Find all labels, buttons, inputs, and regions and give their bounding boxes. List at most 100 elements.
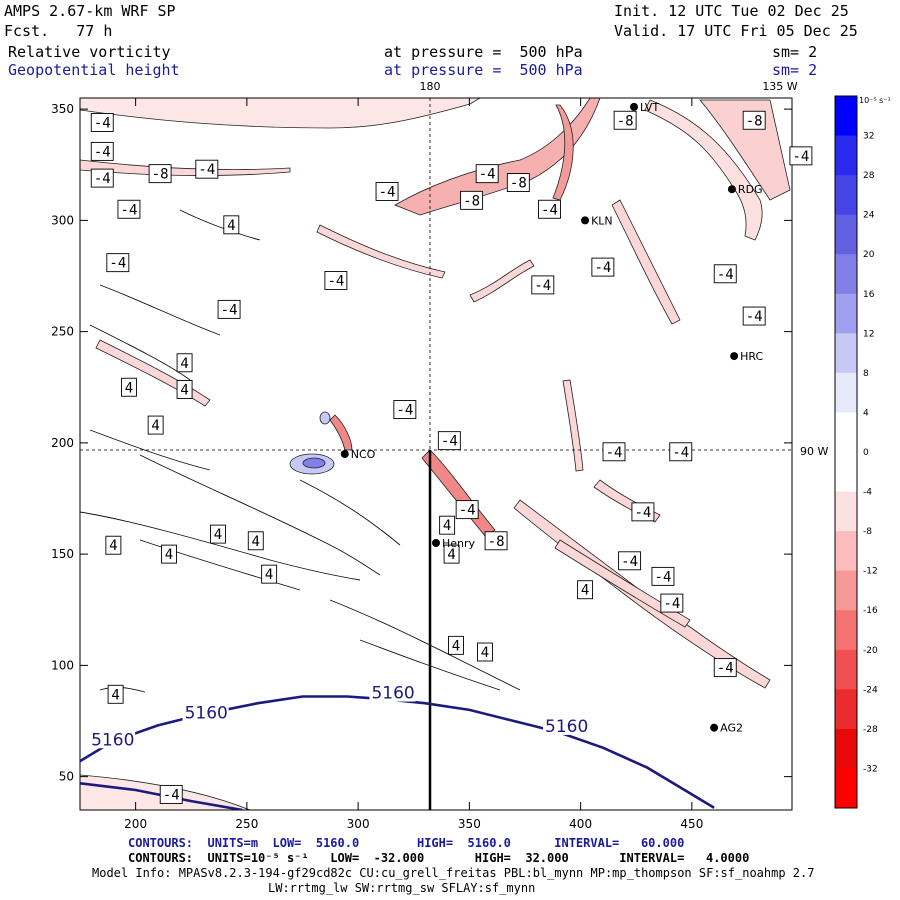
vorticity-contour-label: 4 [165, 547, 173, 563]
vorticity-label-box [669, 442, 693, 462]
lon-180-label: 180 [420, 80, 441, 93]
y-tick-label: 300 [51, 213, 74, 227]
colorbar-tick-label: 24 [863, 211, 875, 221]
station-marker [710, 723, 719, 732]
vorticity-label-box [455, 500, 479, 520]
vorticity-label-box [531, 275, 555, 295]
height-contour-label: 5160 [185, 704, 228, 724]
colorbar-segment [835, 333, 857, 374]
colorbar-tick-label: 4 [863, 408, 869, 418]
vorticity-label-box [618, 551, 642, 571]
vorticity-contour-label: 4 [252, 534, 260, 550]
colorbar-tick-label: -16 [863, 606, 878, 616]
vorticity-label-box [147, 415, 164, 435]
vorticity-contour-label: 4 [180, 356, 188, 372]
vorticity-label-box [161, 544, 177, 564]
vorticity-contour-label: 4 [180, 382, 188, 398]
colorbar-segment [835, 570, 857, 611]
vorticity-contour-label: -4 [121, 202, 138, 218]
vorticity-label-box [247, 531, 264, 551]
vorticity-contour-label: 4 [265, 567, 273, 583]
vorticity-label-box [484, 531, 508, 551]
colorbar-tick-label: 28 [863, 171, 875, 181]
vorticity-contour-label: -4 [606, 445, 623, 461]
height-contour-info: CONTOURS: UNITS=m LOW= 5160.0 HIGH= 5160… [128, 836, 685, 850]
vorticity-label-box [107, 684, 124, 704]
valid-time: Valid. 17 UTC Fri 05 Dec 25 [614, 22, 858, 40]
colorbar-tick-label: -20 [863, 646, 878, 656]
colorbar-tick-label: -8 [863, 527, 872, 537]
vorticity-label-box [713, 658, 737, 678]
vorticity-label-box [217, 299, 241, 319]
colorbar-segment [835, 610, 857, 651]
init-time: Init. 12 UTC Tue 02 Dec 25 [614, 2, 849, 20]
colorbar-unit-label: 10⁻⁵ s⁻¹ [859, 96, 891, 105]
vorticity-label-box [324, 271, 348, 290]
colorbar-tick-label: 0 [863, 448, 869, 458]
colorbar-segment [835, 452, 857, 493]
station-label: KLN [591, 214, 613, 227]
colorbar-segment [835, 214, 857, 255]
station-label: LVT [640, 101, 659, 114]
vorticity-label-box [90, 113, 114, 132]
vorticity-contour-label: -4 [655, 569, 672, 585]
model-info-2: LW:rrtmg_lw SW:rrtmg_sw SFLAY:sf_mynn [268, 881, 536, 895]
vorticity-contour-info: CONTOURS: UNITS=10⁻⁵ s⁻¹ LOW= -32.000 HI… [128, 851, 750, 865]
colorbar-segment [835, 531, 857, 572]
station-label: RDG [738, 183, 763, 196]
positive-vorticity-contours [80, 209, 521, 693]
vorticity-label-box [176, 353, 193, 373]
vorticity-contour-label: -4 [634, 505, 651, 521]
vorticity-label-box [742, 110, 766, 130]
x-tick-label: 250 [235, 817, 258, 831]
vorticity-contour-label: 4 [111, 687, 119, 703]
field-2-smoothing: sm= 2 [772, 61, 818, 79]
vorticity-contour-label: 4 [227, 218, 235, 234]
vorticity-contour-label: -4 [327, 273, 344, 289]
vorticity-contour-label: -4 [441, 434, 458, 450]
station-label: AG2 [720, 722, 743, 735]
vorticity-label-box [660, 593, 684, 613]
y-tick-label: 100 [51, 658, 74, 672]
vorticity-label-box [209, 524, 226, 544]
vorticity-label-box [477, 642, 493, 662]
station-label: HRC [740, 350, 763, 363]
x-tick-label: 350 [458, 817, 481, 831]
vorticity-label-box [90, 168, 114, 188]
vorticity-contour-label: -8 [488, 534, 505, 550]
colorbar-tick-label: -4 [863, 488, 872, 498]
height-label-bg [89, 730, 136, 749]
vorticity-label-box [713, 264, 737, 284]
vorticity-contour-label: -8 [152, 167, 169, 183]
colorbar: 32 28 24 20 16 12 8 4 0 -4 -8 -12 -16 -20 -24 -28 -32 10⁻… [834, 95, 891, 809]
positive-vorticity-small [319, 411, 331, 425]
lon-135w-label: 135 W [762, 80, 797, 93]
y-tick-label: 150 [51, 547, 74, 561]
colorbar-tick-label: 32 [863, 132, 874, 142]
height-label-bg [182, 703, 229, 722]
vorticity-label-box [613, 110, 637, 130]
vorticity-contour-label: -4 [792, 149, 809, 165]
y-tick-label: 200 [51, 436, 74, 450]
vorticity-label-box [261, 564, 278, 584]
x-tick-label: 200 [124, 817, 147, 831]
height-label-bg [543, 716, 590, 735]
colorbar-segment [835, 491, 857, 532]
vorticity-label-box [105, 535, 122, 555]
colorbar-segment [835, 372, 857, 413]
colorbar-segment [835, 254, 857, 295]
colorbar-segment [835, 175, 857, 216]
vorticity-label-box [742, 306, 766, 326]
vorticity-label-box [475, 164, 499, 184]
y-tick-label: 350 [51, 102, 74, 116]
x-tick-label: 300 [347, 817, 370, 831]
height-contour-label: 5160 [545, 717, 588, 737]
vorticity-label-box [460, 190, 484, 210]
forecast-hour: Fcst. 77 h [4, 22, 113, 40]
vorticity-contour-label: -4 [396, 403, 413, 419]
vorticity-contour-label: -4 [717, 267, 734, 283]
vorticity-contour-label: -4 [109, 256, 126, 272]
station-marker [630, 102, 639, 111]
vorticity-label-box [577, 580, 594, 600]
